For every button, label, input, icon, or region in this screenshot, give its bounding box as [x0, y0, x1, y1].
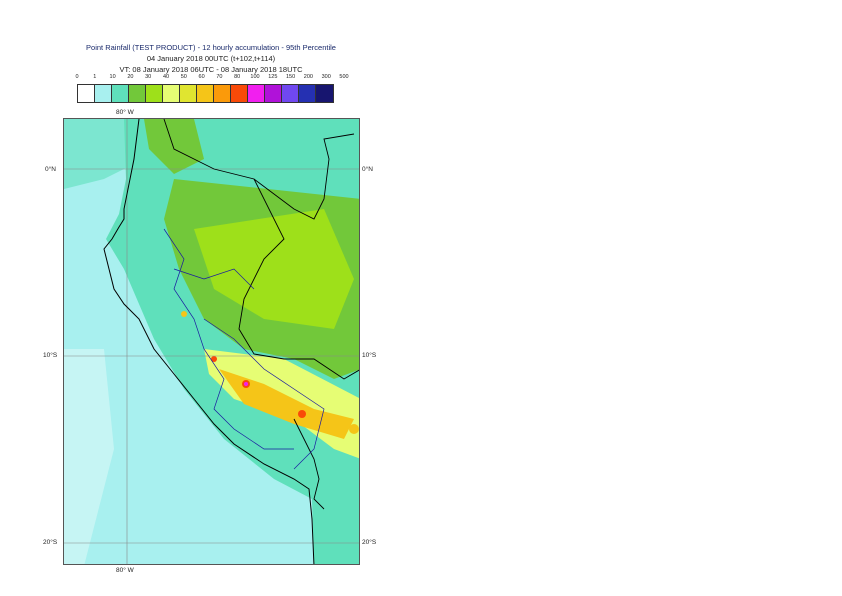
- north-green-patch: [144, 119, 204, 174]
- legend-tick-label: 125: [268, 74, 278, 80]
- peak-red-west: [211, 356, 217, 362]
- legend-swatch: [214, 85, 231, 102]
- legend-tick-label: 200: [303, 74, 313, 80]
- legend-tick-label: 40: [162, 74, 170, 80]
- lat-10-left-label: 10°S: [43, 352, 58, 359]
- peak-orange-se: [349, 424, 359, 434]
- top-longitude-label: 80° W: [116, 109, 134, 116]
- legend-tick-label: 50: [180, 74, 187, 80]
- legend-swatch: [248, 85, 265, 102]
- legend-tick-label: 0: [75, 74, 79, 80]
- peak-red-east: [298, 410, 306, 418]
- validity-time: VT: 08 January 2018 06UTC - 08 January 2…: [119, 65, 303, 74]
- legend-tick-label: 150: [286, 74, 296, 80]
- bottom-longitude-label: 80° W: [116, 567, 134, 574]
- legend-swatch: [78, 85, 95, 102]
- legend-swatch: [146, 85, 163, 102]
- border-peru-bolivia: [293, 418, 325, 510]
- legend-swatch: [129, 85, 146, 102]
- chart-title: Point Rainfall (TEST PRODUCT) - 12 hourl…: [86, 43, 336, 52]
- border-peru-brazil: [238, 178, 359, 380]
- lat-10-right-label: 10°S: [362, 352, 377, 359]
- orange-belt: [219, 369, 354, 439]
- color-legend: [77, 84, 334, 103]
- forecast-base-time: 04 January 2018 00UTC (t+102,t+114): [146, 54, 276, 63]
- legend-swatch: [112, 85, 129, 102]
- region-borders-north: [173, 268, 255, 290]
- legend-tick-label: 1: [93, 74, 97, 80]
- lat-0-left-label: 0°N: [45, 166, 56, 173]
- legend-swatch: [316, 85, 333, 102]
- legend-tick-label: 100: [250, 74, 260, 80]
- region-borders-west: [163, 228, 294, 450]
- coastline: [103, 119, 315, 564]
- legend-tick-label: 30: [145, 74, 152, 80]
- legend-tick-label: 10: [109, 74, 116, 80]
- yellowgreen-region: [194, 209, 354, 329]
- rainfall-map-svg: [64, 119, 359, 564]
- peak-magenta: [244, 382, 248, 386]
- legend-swatch: [197, 85, 214, 102]
- legend-swatch: [299, 85, 316, 102]
- legend-swatch: [163, 85, 180, 102]
- legend-tick-label: 80: [234, 74, 241, 80]
- legend-tick-label: 70: [216, 74, 223, 80]
- legend-swatch: [180, 85, 197, 102]
- legend-swatch: [265, 85, 282, 102]
- lat-20-left-label: 20°S: [43, 539, 58, 546]
- border-colombia-ecuador: [163, 119, 355, 220]
- lat-20-right-label: 20°S: [362, 539, 377, 546]
- legend-swatch: [282, 85, 299, 102]
- legend-tick-label: 500: [339, 74, 349, 80]
- lat-0-right-label: 0°N: [362, 166, 373, 173]
- legend-tick-labels: 0 1 10 20 30 40 50 60 70 80 100 125 150 200 300 500: [70, 74, 370, 84]
- legend-tick-label: 60: [198, 74, 205, 80]
- region-borders-central: [203, 318, 325, 470]
- ocean-light-patch: [64, 349, 114, 564]
- rainfall-map: [63, 118, 360, 565]
- legend-tick-label: 300: [321, 74, 331, 80]
- legend-swatch: [231, 85, 248, 102]
- legend-tick-label: 20: [127, 74, 134, 80]
- legend-swatch: [95, 85, 112, 102]
- peak-orange-north: [181, 311, 187, 317]
